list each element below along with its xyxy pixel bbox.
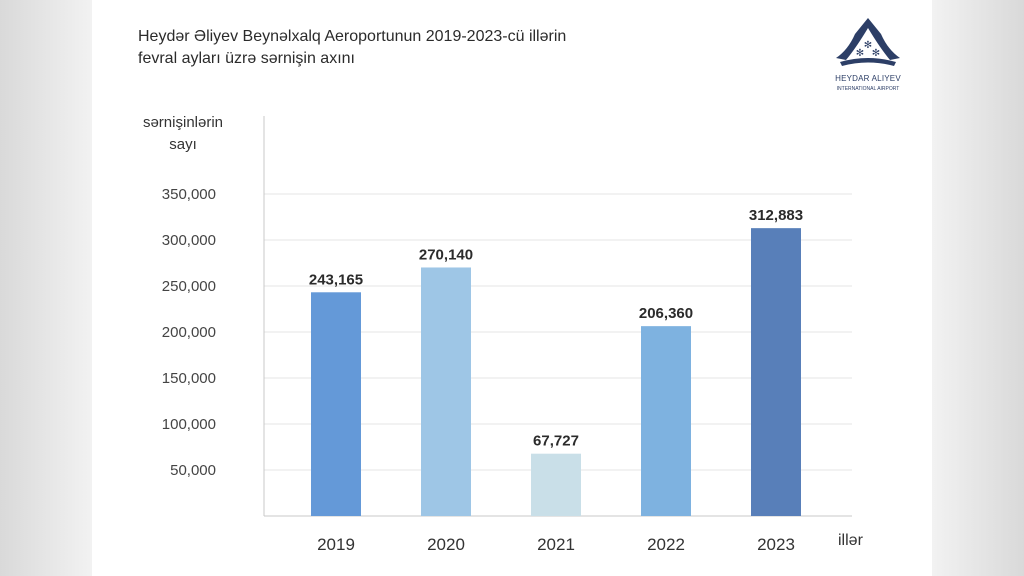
- y-tick-label: 150,000: [162, 370, 216, 387]
- chart-card: Heydər Əliyev Beynəlxalq Aeroportunun 20…: [92, 0, 932, 576]
- bar-chart: 50,000 100,000 150,000 200,000 250,000 300,00…: [162, 116, 852, 554]
- svg-text:✻: ✻: [864, 40, 872, 51]
- svg-text:✻: ✻: [872, 48, 880, 59]
- y-tick-label: 200,000: [162, 324, 216, 341]
- data-label: 270,140: [419, 246, 473, 263]
- airport-logo: ✻ ✻ ✻ HEYDAR ALIYEV INTERNATIONAL AIRPOR…: [828, 14, 908, 96]
- chart-title-line-2: fevral ayları üzrə sərnişin axını: [138, 50, 355, 67]
- y-axis-title-line-1: sərnişinlərin: [142, 114, 224, 131]
- x-tick-label: 2022: [647, 535, 685, 554]
- right-backdrop: [932, 0, 1024, 576]
- y-axis-title-line-2: sayı: [169, 136, 197, 153]
- logo-name: HEYDAR ALIYEV: [835, 74, 901, 83]
- y-axis-title: sərnişinlərin sayı: [128, 112, 238, 156]
- data-label: 67,727: [533, 433, 579, 450]
- chart-title-line-1: Heydər Əliyev Beynəlxalq Aeroportunun 20…: [138, 28, 567, 45]
- logo-subtitle: INTERNATIONAL AIRPORT: [836, 86, 900, 92]
- bar: [421, 267, 471, 516]
- x-tick-label: 2023: [757, 535, 795, 554]
- data-label: 243,165: [309, 271, 363, 288]
- x-tick-label: 2019: [317, 535, 355, 554]
- bar: [311, 292, 361, 516]
- y-tick-label: 300,000: [162, 232, 216, 249]
- y-tick-label: 50,000: [170, 462, 216, 479]
- left-backdrop: [0, 0, 92, 576]
- bar: [641, 326, 691, 516]
- y-tick-label: 100,000: [162, 416, 216, 433]
- airport-logo-icon: ✻ ✻ ✻: [836, 18, 900, 66]
- data-label: 312,883: [749, 207, 803, 224]
- x-tick-label: 2021: [537, 535, 575, 554]
- bar: [751, 228, 801, 516]
- x-axis-title: illər: [838, 532, 863, 549]
- svg-text:✻: ✻: [856, 48, 864, 59]
- x-tick-label: 2020: [427, 535, 465, 554]
- y-tick-label: 250,000: [162, 278, 216, 295]
- y-tick-label: 350,000: [162, 186, 216, 203]
- data-label: 206,360: [639, 305, 693, 322]
- bar: [531, 453, 581, 516]
- chart-title: Heydər Əliyev Beynəlxalq Aeroportunun 20…: [138, 26, 698, 70]
